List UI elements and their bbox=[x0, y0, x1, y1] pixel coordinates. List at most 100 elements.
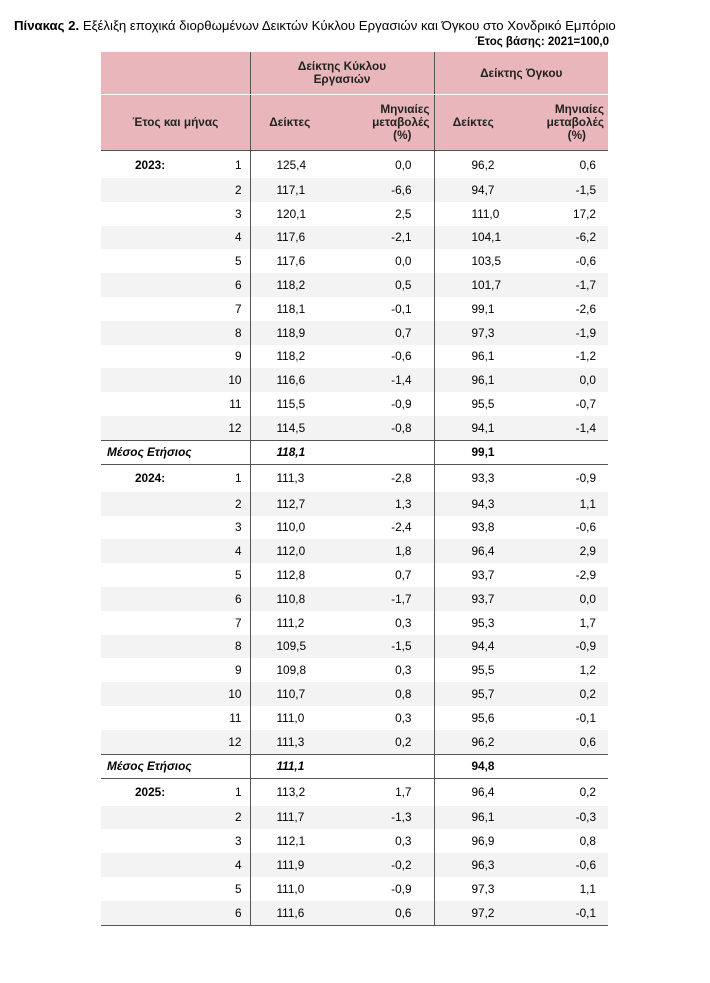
table-row: 4 112,0 1,8 96,4 2,9 bbox=[101, 539, 608, 564]
month-label: 6 bbox=[234, 905, 242, 920]
year-month-cell: 2023: 1 bbox=[101, 151, 250, 179]
turnover-change-cell: 0,3 bbox=[395, 663, 412, 678]
volume-change-cell: 0,6 bbox=[512, 729, 608, 755]
turnover-change-cell: -2,4 bbox=[391, 520, 412, 535]
table-caption: Εξέλιξη εποχικά διορθωμένων Δεικτών Κύκλ… bbox=[79, 18, 616, 33]
volume-index-cell: 96,4 bbox=[433, 539, 512, 564]
volume-index-cell: 96,4 bbox=[433, 778, 512, 806]
turnover-index-cell: 109,8 bbox=[249, 658, 329, 683]
header-year-month: Έτος και μήνας bbox=[101, 94, 250, 151]
turnover-change-cell: -0,6 bbox=[391, 349, 412, 364]
volume-index-cell: 95,3 bbox=[433, 610, 512, 635]
table-row: 11 115,5 -0,9 95,5 -0,7 bbox=[101, 392, 608, 416]
year-month-cell: 8 bbox=[101, 634, 250, 659]
table-row: 5 112,8 0,7 93,7 -2,9 bbox=[101, 563, 608, 587]
turnover-index-cell: 114,5 bbox=[249, 415, 329, 441]
turnover-change-cell: -0,8 bbox=[329, 415, 434, 441]
table-body: 2023: 1 125,4 0,0 96,2 0,6 2 117,1 -6,6 94,7 -1,5 3… bbox=[101, 150, 608, 926]
volume-change-cell: -0,7 bbox=[575, 397, 596, 412]
month-label: 9 bbox=[234, 349, 242, 364]
turnover-index-cell: 111,2 bbox=[249, 610, 329, 635]
month-label: 7 bbox=[234, 615, 242, 630]
volume-index-cell: 94,3 bbox=[433, 491, 512, 516]
year-month-cell: 6 bbox=[101, 900, 250, 926]
volume-change-cell: -0,9 bbox=[512, 634, 608, 659]
volume-index-cell: 96,1 bbox=[433, 805, 512, 830]
month-label: 11 bbox=[229, 710, 242, 725]
annual-average-turnover: 118,1 bbox=[249, 439, 329, 465]
volume-index-cell: 96,9 bbox=[433, 829, 512, 854]
annual-average-volume: 94,8 bbox=[433, 753, 512, 779]
volume-index-cell: 95,6 bbox=[433, 705, 512, 730]
table-row: 6 110,8 -1,7 93,7 0,0 bbox=[101, 586, 608, 611]
turnover-index-cell: 111,0 bbox=[249, 876, 329, 901]
header-volume-group: Δείκτης Όγκου bbox=[433, 52, 608, 95]
year-month-cell: 3 bbox=[101, 829, 250, 853]
month-label: 1 bbox=[234, 785, 242, 800]
year-month-cell: 7 bbox=[101, 297, 250, 321]
month-label: 5 bbox=[234, 254, 242, 269]
year-month-cell: 6 bbox=[101, 586, 250, 611]
month-label: 4 bbox=[234, 230, 242, 245]
turnover-index-cell: 116,6 bbox=[249, 368, 329, 393]
turnover-index-cell: 120,1 bbox=[249, 201, 329, 226]
month-label: 5 bbox=[234, 568, 242, 583]
header-column-row: Έτος και μήνας Δείκτες Μηνιαίες μεταβολές… bbox=[101, 94, 608, 151]
month-label: 6 bbox=[234, 591, 242, 606]
base-year-note: Έτος βάσης: 2021=100,0 bbox=[475, 36, 609, 48]
volume-index-cell: 93,7 bbox=[433, 586, 512, 611]
turnover-change-cell: 0,5 bbox=[329, 273, 434, 297]
volume-index-cell: 93,8 bbox=[433, 515, 512, 540]
annual-average-label: Μέσος Ετήσιος bbox=[101, 439, 250, 465]
turnover-change-cell: 0,7 bbox=[395, 568, 412, 583]
volume-index-cell: 97,2 bbox=[433, 900, 512, 926]
table-row: 5 111,0 -0,9 97,3 1,1 bbox=[101, 876, 608, 901]
year-month-cell: 6 bbox=[101, 273, 250, 297]
volume-change-cell: -0,3 bbox=[512, 805, 608, 830]
year-month-cell: 5 bbox=[101, 563, 250, 587]
turnover-change-cell: -1,5 bbox=[329, 634, 434, 659]
turnover-index-cell: 112,8 bbox=[249, 563, 329, 587]
year-month-cell: 2 bbox=[101, 178, 250, 202]
turnover-index-cell: 111,0 bbox=[249, 705, 329, 730]
year-month-cell: 12 bbox=[101, 729, 250, 755]
volume-index-cell: 96,1 bbox=[433, 368, 512, 393]
volume-index-cell: 99,1 bbox=[433, 296, 512, 321]
annual-average-row: Μέσος Ετήσιος 118,1 99,1 bbox=[101, 439, 608, 465]
table-row: 2 117,1 -6,6 94,7 -1,5 bbox=[101, 178, 608, 202]
year-label: 2024: bbox=[135, 471, 166, 486]
month-label: 5 bbox=[234, 881, 242, 896]
table-row: 2 111,7 -1,3 96,1 -0,3 bbox=[101, 805, 608, 830]
table-row: 4 111,9 -0,2 96,3 -0,6 bbox=[101, 853, 608, 877]
table-row: 2023: 1 125,4 0,0 96,2 0,6 bbox=[101, 150, 608, 179]
header-turnover-index: Δείκτες bbox=[249, 94, 329, 151]
turnover-index-cell: 125,4 bbox=[249, 150, 329, 178]
table-row: 10 116,6 -1,4 96,1 0,0 bbox=[101, 368, 608, 393]
table-row: 8 118,9 0,7 97,3 -1,9 bbox=[101, 320, 608, 345]
table-row: 6 111,6 0,6 97,2 -0,1 bbox=[101, 900, 608, 926]
annual-average-volume-change bbox=[512, 439, 608, 465]
month-label: 2 bbox=[234, 182, 242, 197]
year-month-cell: 5 bbox=[101, 877, 250, 901]
volume-index-cell: 93,3 bbox=[433, 464, 512, 492]
month-label: 10 bbox=[228, 687, 242, 702]
month-label: 3 bbox=[234, 834, 242, 849]
turnover-change-cell: -1,4 bbox=[329, 368, 434, 393]
turnover-change-cell: 0,0 bbox=[395, 157, 412, 172]
table-row: 2 112,7 1,3 94,3 1,1 bbox=[101, 491, 608, 516]
volume-change-cell: 0,0 bbox=[512, 586, 608, 611]
header-turnover-group: Δείκτης Κύκλου Εργασιών bbox=[249, 52, 434, 95]
month-label: 8 bbox=[234, 325, 242, 340]
volume-change-cell: 1,1 bbox=[579, 881, 596, 896]
volume-index-cell: 96,2 bbox=[433, 150, 512, 178]
month-label: 4 bbox=[234, 544, 242, 559]
turnover-index-cell: 118,2 bbox=[249, 273, 329, 297]
annual-average-label: Μέσος Ετήσιος bbox=[101, 753, 250, 779]
header-volume-change: Μηνιαίες μεταβολές (%) bbox=[512, 94, 608, 151]
turnover-index-cell: 118,1 bbox=[249, 296, 329, 321]
volume-index-cell: 94,4 bbox=[433, 634, 512, 659]
table-row: 7 118,1 -0,1 99,1 -2,6 bbox=[101, 296, 608, 321]
volume-change-cell: -1,7 bbox=[512, 273, 608, 297]
year-month-cell: 8 bbox=[101, 320, 250, 345]
year-label: 2025: bbox=[135, 785, 166, 800]
